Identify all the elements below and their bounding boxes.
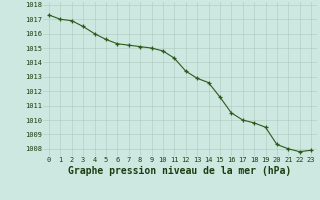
X-axis label: Graphe pression niveau de la mer (hPa): Graphe pression niveau de la mer (hPa) [68,166,292,176]
